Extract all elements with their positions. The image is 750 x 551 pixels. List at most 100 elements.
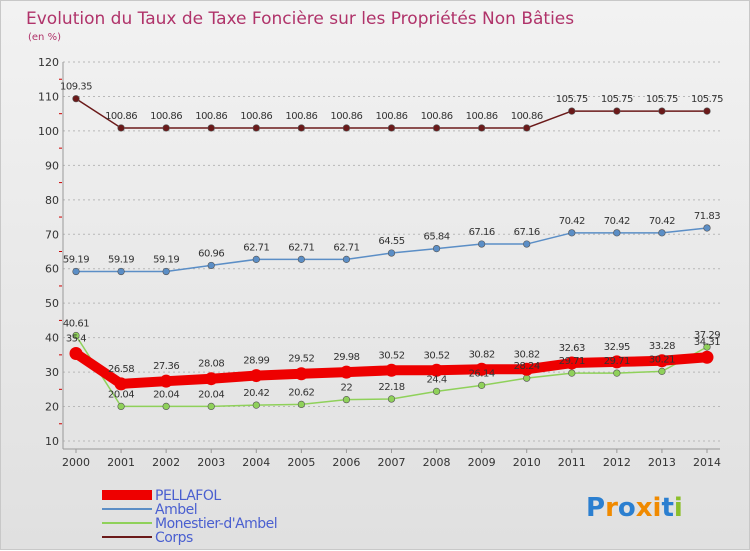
data-label-pellafol: 30.52 [424,350,450,361]
x-tick-label: 2012 [603,456,631,469]
data-label-corps: 100.86 [285,111,317,122]
data-point-monestier-d-ambel [703,343,711,351]
data-point-pellafol [159,374,173,388]
data-label-corps: 109.35 [60,82,92,93]
data-point-monestier-d-ambel [523,374,531,382]
data-label-pellafol: 29.98 [333,352,359,363]
chart-subtitle: (en %) [28,32,61,43]
data-label-pellafol: 30.82 [514,349,540,360]
y-tick-label: 30 [45,366,59,379]
x-tick-label: 2004 [242,456,270,469]
y-tick-label: 120 [38,56,59,69]
data-point-pellafol [385,363,398,377]
y-tick-label: 80 [45,194,59,207]
data-point-pellafol [700,350,714,364]
data-point-pellafol [294,367,308,381]
data-point-corps [523,124,531,132]
data-label-monestier-d-ambel: 30.21 [649,354,675,365]
data-label-monestier-d-ambel: 24.4 [426,374,446,385]
x-tick-label: 2014 [693,456,721,469]
logo-letter: i [674,493,683,523]
y-tick-label: 10 [45,435,59,448]
data-label-pellafol: 35.4 [66,333,86,344]
data-point-corps [72,95,80,103]
data-label-monestier-d-ambel: 37.29 [694,330,720,341]
data-label-monestier-d-ambel: 29.71 [604,356,630,367]
data-point-corps [297,124,305,132]
data-point-ambel [162,267,170,276]
data-point-ambel [613,229,621,237]
y-tick-label: 20 [45,401,59,414]
data-label-ambel: 64.55 [378,236,404,247]
data-label-pellafol: 32.95 [604,342,630,353]
data-point-corps [703,107,711,115]
data-label-pellafol: 32.63 [559,343,585,354]
data-point-ambel [207,261,215,270]
logo-letter: o [618,493,636,523]
x-tick-label: 2009 [468,456,496,469]
data-point-monestier-d-ambel [342,396,351,404]
data-point-pellafol [204,372,218,386]
data-point-corps [387,124,396,132]
data-point-ambel [252,255,260,263]
data-point-monestier-d-ambel [432,387,441,395]
data-label-ambel: 60.96 [198,248,224,259]
y-tick-label: 100 [38,125,59,138]
data-label-corps: 100.86 [466,111,498,122]
x-tick-label: 2001 [107,456,135,469]
data-point-corps [117,124,125,132]
data-point-pellafol [565,356,579,370]
data-label-ambel: 59.19 [153,255,179,266]
data-point-corps [478,124,486,132]
data-label-monestier-d-ambel: 28.24 [514,361,540,372]
legend-label: PELLAFOL [155,488,221,504]
data-point-monestier-d-ambel [207,402,215,411]
data-point-corps [342,124,351,132]
data-point-pellafol [114,377,128,391]
data-point-monestier-d-ambel [658,367,666,375]
data-point-pellafol [610,355,624,369]
data-label-ambel: 67.16 [469,227,495,238]
data-point-pellafol [249,369,263,383]
data-point-ambel [703,224,711,232]
data-point-corps [613,107,621,115]
logo-text: Proxiti [586,493,683,523]
data-label-corps: 100.86 [105,111,137,122]
y-tick-label: 90 [45,159,59,172]
data-label-pellafol: 30.82 [469,349,495,360]
data-label-corps: 100.86 [421,111,453,122]
data-label-corps: 105.75 [601,94,633,105]
data-label-corps: 100.86 [376,111,408,122]
data-label-pellafol: 28.08 [198,359,224,370]
data-point-ambel [72,267,80,276]
data-label-monestier-d-ambel: 40.61 [63,319,89,330]
data-label-pellafol: 29.52 [288,354,314,365]
data-label-ambel: 59.19 [63,255,89,266]
data-label-pellafol: 27.36 [153,361,179,372]
data-label-pellafol: 26.58 [108,364,134,375]
series-layer [69,95,714,411]
x-tick-label: 2013 [648,456,676,469]
data-point-pellafol [655,354,669,368]
x-tick-label: 2011 [558,456,586,469]
data-label-monestier-d-ambel: 20.04 [153,389,179,400]
data-point-corps [658,107,666,115]
data-label-ambel: 70.42 [604,216,630,227]
data-label-ambel: 62.71 [333,242,359,253]
x-tick-label: 2007 [378,456,406,469]
data-point-pellafol [430,363,444,377]
data-point-monestier-d-ambel [387,395,396,403]
x-tick-label: 2010 [513,456,541,469]
data-label-monestier-d-ambel: 22 [341,383,353,394]
data-label-ambel: 71.83 [694,211,720,222]
x-tick-label: 2005 [287,456,315,469]
data-point-corps [432,124,441,132]
data-point-ambel [297,255,305,263]
data-point-monestier-d-ambel [162,402,170,411]
data-label-monestier-d-ambel: 20.04 [198,389,224,400]
legend-label: Corps [155,530,193,546]
data-point-monestier-d-ambel [478,381,486,389]
